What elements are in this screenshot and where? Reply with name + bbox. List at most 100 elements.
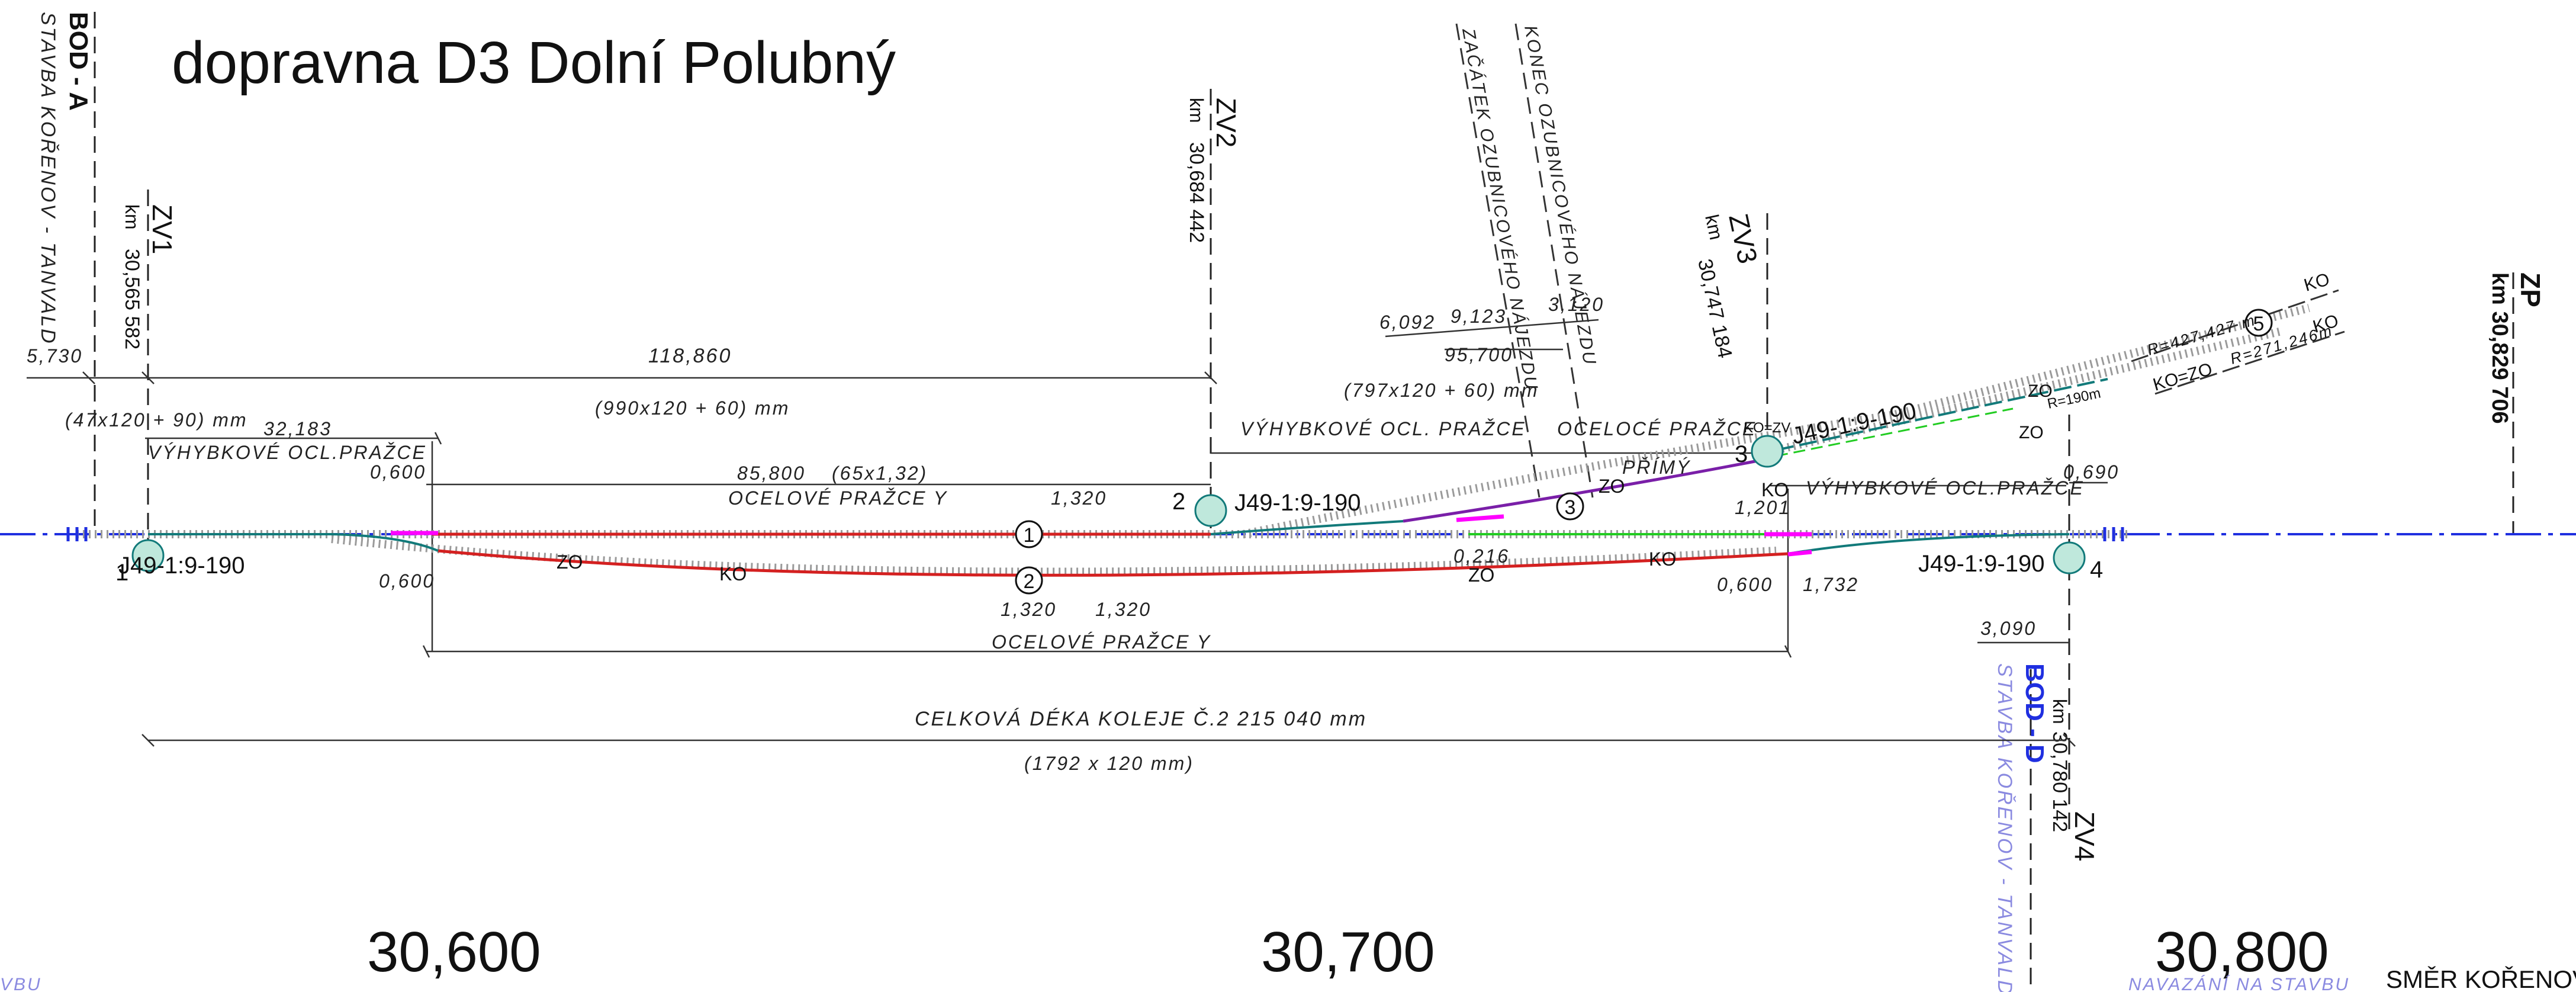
dim-0600-right: 0,600	[1717, 574, 1773, 595]
rack-start-note: ZAČÁTEK OZUBNICOVÉHO NÁJEZDU	[1458, 26, 1542, 392]
dimension-lines	[27, 319, 2108, 747]
dim-5730: 5,730	[27, 345, 83, 367]
signal-zv1-km-label: km	[121, 204, 143, 230]
switch-1-number: 1	[115, 560, 128, 586]
dim-1320-bottom-a: 1,320	[1001, 599, 1057, 620]
switch-2-circle	[1194, 494, 1227, 527]
napojeni-text: NAVAZÁNÍ NA STAVBU	[2128, 975, 2350, 992]
dim-0690: 0,690	[2063, 461, 2120, 483]
dim-65x132: (65x1,32)	[832, 463, 928, 484]
label-primy: PŘÍMÝ	[1622, 457, 1691, 478]
dim-1792x120: (1792 x 120 mm)	[1024, 753, 1194, 774]
label-zo-2: ZO	[1468, 564, 1494, 586]
label-vyhybkove-left: VÝHYBKOVÉ OCL.PRAŽCE	[148, 442, 427, 463]
signal-zp-label: ZP	[2515, 272, 2546, 307]
partial-left-text: VBU	[0, 975, 42, 992]
axis-end-marks	[66, 527, 2124, 541]
dim-0600-top: 0,600	[370, 461, 426, 483]
signal-zv2-label: ZV2	[1211, 98, 1242, 147]
switch-1-type: J49-1:9-190	[118, 553, 245, 579]
switch-4-type: J49-1:9-190	[1918, 551, 2044, 577]
boundary-a-label: BOD - A	[64, 12, 93, 111]
signal-zv1-km: 30,565 582	[121, 249, 143, 349]
track-2-number: 2	[1024, 570, 1035, 593]
boundary-d-label: BOD - D	[2020, 663, 2049, 763]
label-ko-top-2: KO	[2311, 311, 2341, 337]
signal-zv2: ZV2 km 30,684 442	[1185, 89, 1242, 533]
boundary-d-sub: STAVBA KOŘENOV - TANVALD	[1993, 663, 2016, 992]
signal-zv1-label: ZV1	[147, 204, 178, 254]
boundary-bod-a: BOD - A STAVBA KOŘENOV - TANVALD	[37, 12, 96, 533]
label-zo-5: ZO	[2019, 423, 2044, 442]
switch-2-type: J49-1:9-190	[1234, 490, 1361, 516]
track-1-number: 1	[1024, 524, 1035, 547]
dim-85800: 85,800	[737, 463, 806, 484]
dim-95700: 95,700	[1445, 344, 1513, 365]
label-total-length: CELKOVÁ DÉKA KOLEJE Č.2 215 040 mm	[915, 708, 1367, 730]
label-oceloce: OCELOCÉ PRAŽCE	[1557, 418, 1757, 439]
signal-zp: ZP km 30,829 706	[2487, 272, 2546, 533]
switch-4-number: 4	[2090, 557, 2103, 583]
rack-end-note: KONEC OZUBNICOVÉHO NÁJEZDU	[1520, 24, 1600, 367]
green-branch-2	[1776, 407, 2014, 457]
signal-zv4: ZV4	[2068, 415, 2100, 861]
dim-32183: 32,183	[263, 418, 332, 439]
signal-zv3-km-label: km	[1701, 213, 1727, 242]
dim-3090: 3,090	[1980, 618, 2037, 639]
boundary-d-km: 30,780 142	[2048, 731, 2071, 832]
direction-text: SMĚR KOŘENOV	[2386, 965, 2576, 992]
switch-3-number: 3	[1735, 441, 1748, 467]
drawing-title: dopravna D3 Dolní Polubný	[172, 30, 896, 96]
signal-zv3-km: 30,747 184	[1693, 257, 1736, 360]
km-marker-30800: 30,800	[2155, 920, 2329, 984]
label-vyhybkove-mid: VÝHYBKOVÉ OCL. PRAŽCE	[1240, 418, 1526, 439]
label-ko-2: KO	[1649, 548, 1676, 570]
track-3-line	[1403, 457, 1768, 523]
switch-3-circle	[1751, 435, 1784, 468]
dim-797x120: (797x120 + 60) mm	[1344, 380, 1539, 401]
track-numbers: 1 2 3 5	[1015, 309, 2273, 595]
switch-4-teal	[1787, 533, 2070, 555]
label-ko-3: KO	[1761, 479, 1789, 500]
signal-zv2-km: 30,684 442	[1185, 142, 1208, 243]
switch-1-circle	[131, 539, 165, 572]
boundary-bod-d: BOD - D STAVBA KOŘENOV - TANVALD km 30,7…	[1993, 663, 2071, 992]
signal-zv4-label: ZV4	[2069, 811, 2100, 861]
km-marker-30600: 30,600	[367, 920, 541, 984]
dim-6092: 6,092	[1379, 312, 1436, 333]
dim-3120: 3,120	[1548, 294, 1604, 315]
label-ocelove-y-top: OCELOVÉ PRAŽCE Y	[728, 487, 948, 509]
label-ko-1: KO	[719, 563, 747, 585]
label-ko-zo: KO=ZO	[2151, 359, 2215, 395]
dim-118860: 118,860	[648, 345, 732, 367]
signal-zv3-label: ZV3	[1723, 211, 1763, 266]
dim-990x120: (990x120 + 60) mm	[595, 397, 790, 419]
signal-zv1: ZV1 km 30,565 582	[121, 190, 178, 557]
dim-9123: 9,123	[1451, 306, 1507, 327]
switch-2-teal	[1210, 520, 1404, 535]
signal-zv3: ZV3 km 30,747 184	[1693, 211, 1768, 450]
switch-4-circle	[2053, 541, 2086, 574]
label-ko-zv: KO=ZV	[1744, 420, 1790, 436]
label-zo-3: ZO	[1599, 476, 1625, 497]
label-vyhybkove-right: VÝHYBKOVÉ OCL.PRAŽCE	[1806, 477, 2085, 499]
boundary-d-km-label: km	[2049, 699, 2070, 724]
label-ocelove-y-bottom: OCELOVÉ PRAŽCE Y	[992, 631, 1211, 653]
track-5-number: 5	[2253, 313, 2265, 335]
signal-zp-km: km 30,829 706	[2487, 272, 2512, 424]
label-zo-4: ZO	[2028, 381, 2053, 401]
dim-1320-bottom-b: 1,320	[1095, 599, 1152, 620]
switch-2-number: 2	[1172, 489, 1185, 515]
dim-1732: 1,732	[1803, 574, 1859, 595]
switch-3-type: J49-1:9-190	[1790, 397, 1919, 449]
dim-47x120: (47x120 + 90) mm	[65, 409, 248, 431]
km-marker-30700: 30,700	[1261, 920, 1435, 984]
dim-0600-bottom: 0,600	[379, 570, 435, 592]
dim-1320-top: 1,320	[1051, 487, 1107, 509]
switch-markers	[131, 435, 2086, 574]
boundary-a-sub: STAVBA KOŘENOV - TANVALD	[37, 12, 59, 345]
track-5-line-lower	[2154, 330, 2345, 395]
track-5-line-upper	[2131, 289, 2339, 362]
dim-1201: 1,201	[1735, 497, 1791, 518]
